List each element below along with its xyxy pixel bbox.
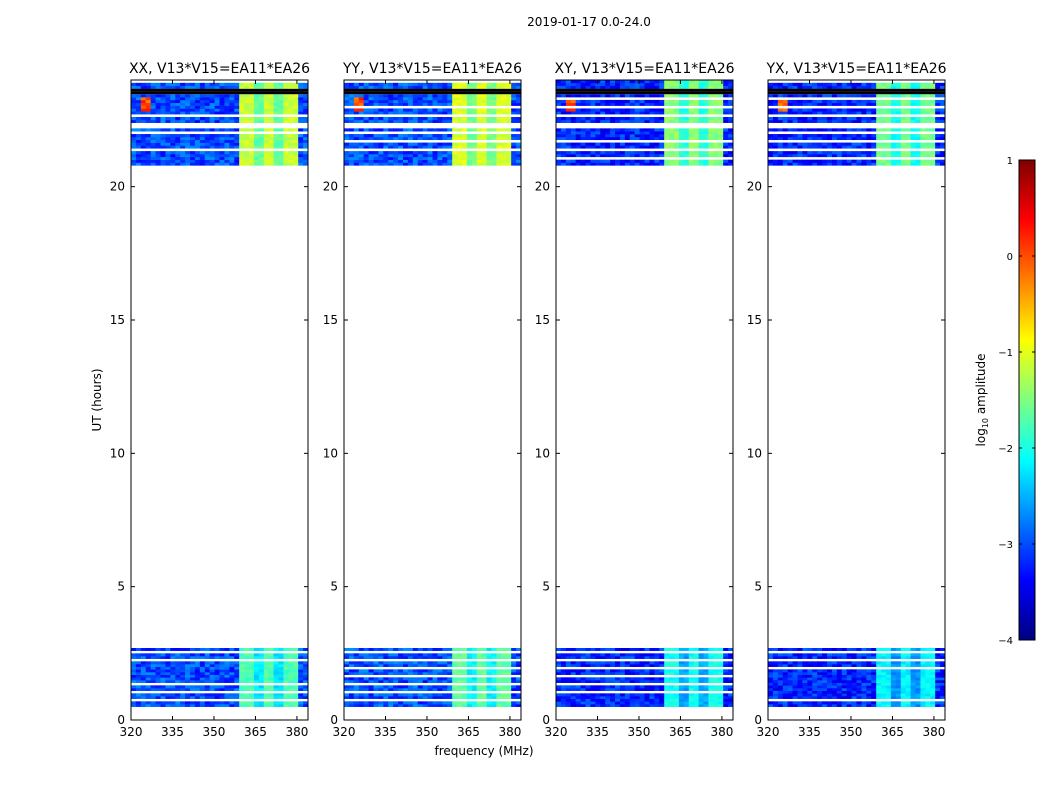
heatmap-cells (344, 82, 521, 707)
flagged-row (556, 88, 733, 92)
colorbar-tick-label: −1 (998, 348, 1013, 359)
flagged-row (131, 88, 308, 92)
colorbar-tick-label: −3 (998, 540, 1013, 551)
panels-group: XX, V13*V15=EA11*EA26 320 335 350 365 380 0 5 10… (110, 61, 947, 739)
flagged-row (344, 88, 521, 92)
x-tick-label: 365 (881, 725, 904, 739)
colorbar-tick-label: −2 (998, 444, 1013, 455)
y-tick-label: 0 (542, 713, 550, 727)
x-tick-label: 335 (586, 725, 609, 739)
flagged-row (131, 91, 308, 95)
panel-1: YY, V13*V15=EA11*EA26 320 335 350 365 380 0 5 10… (323, 61, 522, 739)
figure-suptitle: 2019-01-17 0.0-24.0 (527, 15, 651, 29)
x-tick-label: 380 (922, 725, 945, 739)
flagged-row (344, 91, 521, 95)
x-tick-label: 335 (161, 725, 184, 739)
y-tick-label: 0 (330, 713, 338, 727)
y-tick-label: 15 (110, 313, 125, 327)
colorbar: 1 0 −1 −2 −3 −4 log10 amplitude (974, 156, 1036, 647)
panel-frame (767, 79, 946, 721)
y-tick-label: 20 (535, 180, 550, 194)
y-tick-label: 5 (330, 580, 338, 594)
x-tick-label: 350 (628, 725, 651, 739)
y-tick-label: 15 (747, 313, 762, 327)
x-tick-label: 365 (244, 725, 267, 739)
y-axis-label: UT (hours) (90, 368, 104, 431)
colorbar-tick-label: 1 (1007, 156, 1013, 167)
colorbar-tick-label: 0 (1007, 252, 1013, 263)
colorbar-tick-label: −4 (998, 636, 1013, 647)
heatmap-cells (131, 82, 308, 707)
y-tick-label: 5 (754, 580, 762, 594)
flagged-row (556, 91, 733, 95)
colorbar-gradient (1018, 159, 1036, 641)
y-tick-label: 15 (535, 313, 550, 327)
panel-title: YY, V13*V15=EA11*EA26 (342, 61, 522, 77)
panel-frame (130, 79, 309, 721)
panel-title: XX, V13*V15=EA11*EA26 (129, 61, 310, 77)
flagged-row (768, 88, 945, 92)
x-tick-label: 320 (120, 725, 143, 739)
x-tick-label: 320 (333, 725, 356, 739)
y-tick-label: 20 (110, 180, 125, 194)
panel-frame (343, 79, 522, 721)
y-tick-label: 0 (117, 713, 125, 727)
y-tick-label: 20 (747, 180, 762, 194)
y-tick-label: 5 (542, 580, 550, 594)
x-axis-label: frequency (MHz) (434, 744, 533, 758)
y-tick-label: 10 (323, 446, 338, 460)
flagged-row (768, 91, 945, 95)
panel-3: YX, V13*V15=EA11*EA26 320 335 350 365 380 0 5 10… (747, 61, 947, 739)
panel-frame (555, 79, 734, 721)
panel-title: YX, V13*V15=EA11*EA26 (765, 61, 946, 77)
y-tick-label: 10 (110, 446, 125, 460)
heatmap-cells (556, 80, 733, 707)
x-tick-label: 380 (710, 725, 733, 739)
panel-0: XX, V13*V15=EA11*EA26 320 335 350 365 380 0 5 10… (110, 61, 310, 739)
x-tick-label: 350 (416, 725, 439, 739)
y-tick-label: 15 (323, 313, 338, 327)
x-tick-label: 335 (798, 725, 821, 739)
y-tick-label: 0 (754, 713, 762, 727)
x-tick-label: 350 (840, 725, 863, 739)
x-tick-label: 365 (457, 725, 480, 739)
y-tick-label: 10 (747, 446, 762, 460)
y-tick-label: 5 (117, 580, 125, 594)
x-tick-label: 350 (203, 725, 226, 739)
y-tick-label: 20 (323, 180, 338, 194)
x-tick-label: 365 (669, 725, 692, 739)
x-tick-label: 320 (545, 725, 568, 739)
x-tick-label: 380 (498, 725, 521, 739)
x-tick-label: 320 (757, 725, 780, 739)
y-tick-label: 10 (535, 446, 550, 460)
panel-title: XY, V13*V15=EA11*EA26 (554, 61, 734, 77)
x-tick-label: 380 (285, 725, 308, 739)
x-tick-label: 335 (374, 725, 397, 739)
heatmap-cells (768, 82, 945, 707)
colorbar-label: log10 amplitude (974, 354, 990, 447)
panel-2: XY, V13*V15=EA11*EA26 320 335 350 365 380 0 5 10… (535, 61, 735, 739)
